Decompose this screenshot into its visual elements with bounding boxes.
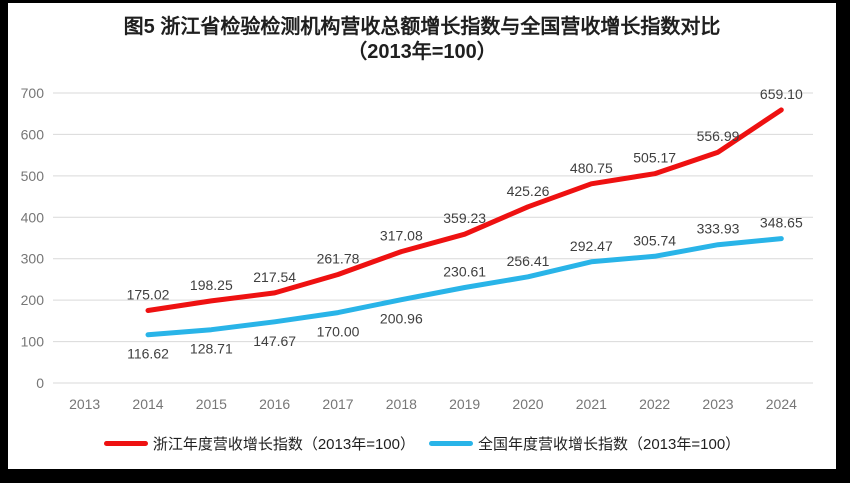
x-axis-tick-label: 2018 (386, 396, 417, 412)
data-label: 128.71 (190, 341, 233, 357)
legend-item-zhejiang: 浙江年度营收增长指数（2013年=100） (103, 433, 415, 454)
data-label: 147.67 (253, 333, 296, 349)
data-label: 200.96 (380, 311, 423, 327)
y-axis-tick-label: 500 (21, 168, 45, 184)
data-label: 217.54 (253, 269, 296, 285)
x-axis-tick-label: 2016 (259, 396, 290, 412)
data-label: 348.65 (760, 215, 803, 231)
x-axis-tick-label: 2022 (639, 396, 670, 412)
y-axis-tick-label: 300 (21, 251, 45, 267)
chart-canvas: 0 100 200 300 400 500 600 700 2013 2014 2015 2016 20… (21, 85, 813, 412)
x-axis-tick-label: 2020 (512, 396, 543, 412)
x-axis-tick-label: 2017 (322, 396, 353, 412)
y-axis-tick-label: 400 (21, 209, 45, 225)
data-label: 556.99 (697, 128, 740, 144)
y-axis-tick-label: 200 (21, 292, 45, 308)
y-axis-tick-label: 0 (36, 375, 44, 391)
chart-title-line1: 图5 浙江省检验检测机构营收总额增长指数与全国营收增长指数对比 (123, 16, 721, 38)
chart-legend: 浙江年度营收增长指数（2013年=100） 全国年度营收增长指数（2013年=1… (8, 433, 836, 454)
data-label: 333.93 (697, 221, 740, 237)
legend-label-zhejiang: 浙江年度营收增长指数（2013年=100） (152, 436, 415, 453)
x-axis-tick-label: 2014 (132, 396, 163, 412)
y-axis-tick-label: 100 (21, 334, 45, 350)
data-label: 659.10 (760, 86, 803, 102)
legend-item-national: 全国年度营收增长指数（2013年=100） (429, 433, 740, 454)
data-label: 292.47 (570, 238, 613, 254)
series-line (145, 107, 784, 313)
legend-line-swatch-blue (429, 441, 473, 446)
y-axis-tick-label: 700 (21, 85, 45, 101)
data-label: 175.02 (127, 286, 170, 302)
x-axis-tick-label: 2021 (576, 396, 607, 412)
x-axis-tick-label: 2015 (196, 396, 227, 412)
series-line (145, 236, 784, 338)
data-label: 359.23 (443, 210, 486, 226)
data-label: 170.00 (317, 324, 360, 340)
chart-title: 图5 浙江省检验检测机构营收总额增长指数与全国营收增长指数对比 （2013年=1… (8, 15, 836, 65)
frame-border-bottom (0, 469, 850, 483)
legend-line-swatch-red (103, 441, 148, 446)
frame-border-left (0, 0, 8, 483)
data-label: 317.08 (380, 228, 423, 244)
x-axis-tick-label: 2024 (766, 396, 797, 412)
legend-label-national: 全国年度营收增长指数（2013年=100） (478, 436, 741, 453)
x-axis-tick-label: 2023 (702, 396, 733, 412)
x-axis-tick-label: 2019 (449, 396, 480, 412)
frame-border-right (836, 0, 850, 483)
data-label: 198.25 (190, 277, 233, 293)
x-axis-tick-label: 2013 (69, 396, 100, 412)
data-label: 480.75 (570, 160, 613, 176)
chart-title-line2: （2013年=100） (347, 41, 497, 63)
data-label: 261.78 (317, 251, 360, 267)
data-label: 505.17 (633, 150, 676, 166)
data-label: 230.61 (443, 263, 486, 279)
frame-border-top (0, 0, 850, 3)
data-label: 116.62 (127, 346, 169, 362)
data-label: 256.41 (507, 253, 550, 269)
data-label: 305.74 (633, 232, 676, 248)
data-label: 425.26 (507, 183, 550, 199)
y-axis-tick-label: 600 (21, 126, 45, 142)
